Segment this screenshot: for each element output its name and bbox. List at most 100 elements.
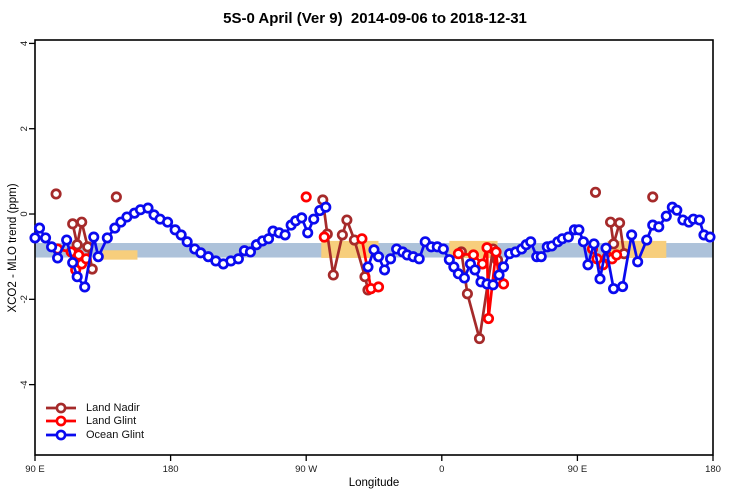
plot-frame [34,39,714,456]
ocean-glint-point [67,257,79,269]
ocean-glint-point [262,233,275,245]
land-nadir-line [609,220,626,256]
land-glint-point [372,281,385,293]
legend: Land Nadir Land Glint Ocean Glint [44,401,144,442]
land-nadir-line [321,198,370,292]
land-nadir-point [461,288,473,300]
ocean-glint-point [600,242,612,254]
ocean-glint-point [525,236,537,248]
land-nadir-marker-icon [46,402,76,414]
ocean-glint-point [562,231,574,243]
ocean-glint-point [641,234,653,246]
y-tick-label: 4 [19,41,30,46]
land-nadir-point [614,217,626,229]
land-glint-point [611,249,623,261]
x-tick-label: 180 [705,464,721,475]
y-tick-label: 0 [19,211,30,216]
land-glint-point [318,231,330,243]
chart-title: 5S-0 April (Ver 9) 2014-09-06 to 2018-12… [223,10,527,27]
ocean-glint-point [535,251,547,263]
ocean-glint-point [181,236,193,248]
land-glint-point [452,248,464,260]
y-tick-label: -4 [19,380,30,388]
ocean-glint-point [33,222,46,234]
ocean-glint-point [493,269,505,281]
ocean-glint-point [458,272,470,284]
ocean-glint-point [175,229,187,241]
land-nadir-point [341,214,353,226]
ocean-glint-point [573,224,585,236]
ocean-glint-point [704,231,716,243]
ocean-glint-marker-icon [46,429,76,441]
ocean-glint-point [660,210,672,222]
legend-item-land-glint: Land Glint [44,415,144,429]
ocean-glint-point [79,281,91,293]
ocean-glint-point [302,227,314,239]
land-glint-marker-icon [46,415,76,427]
ocean-glint-point [88,231,100,243]
ocean-glint-point [296,212,308,224]
ocean-glint-point [101,232,113,244]
ocean-glint-point [413,253,425,265]
land-nadir-point [336,229,348,241]
ocean-glint-point [693,214,705,226]
ocean-glint-point [626,229,638,241]
land-glint-point [356,233,368,245]
ocean-glint-point [29,232,41,244]
ocean-glint-point [617,280,629,293]
land-nadir-point [50,188,62,200]
ocean-glint-point [61,234,73,246]
legend-label: Ocean Glint [86,428,145,441]
legend-item-ocean-glint: Ocean Glint [44,428,144,442]
ocean-glint-point [39,232,52,244]
ocean-glint-point [232,253,244,265]
land-nadir-point [71,239,83,251]
ocean-glint-point [608,283,620,295]
land-nadir-point [67,218,79,230]
ocean-glint-point [385,253,397,265]
ocean-glint-point [594,273,606,285]
x-tick-label: 90 W [295,464,317,475]
land-nadir-point [473,333,486,345]
ocean-glint-point [46,241,58,253]
land-glint-point [481,242,493,254]
land-glint-point [490,246,502,258]
y-tick-label: -2 [19,295,30,303]
land-nadir-point [604,216,617,228]
land-glint-point [476,258,489,270]
ocean-glint-point [671,204,683,216]
ocean-glint-point [320,201,332,213]
ocean-glint-point [279,229,291,241]
ocean-glint-point [92,251,104,263]
y-tick-label: 2 [19,126,30,131]
ocean-glint-point [469,264,481,276]
land-glint-point [300,191,312,203]
land-glint-point [482,312,495,325]
ocean-glint-point [588,238,600,250]
legend-label: Land Nadir [86,401,140,414]
ocean-glint-point [52,252,64,264]
land-nadir-point [327,269,339,281]
land-nadir-point [589,186,602,198]
legend-item-land-nadir: Land Nadir [44,401,144,415]
ocean-glint-point [487,279,499,291]
ocean-glint-point [244,246,257,258]
x-axis-label: Longitude [348,477,400,489]
ocean-glint-point [582,259,594,271]
ocean-glint-point [362,261,374,273]
land-nadir-point [110,191,122,203]
y-axis-label: XCO2 - MLO trend (ppm) [7,183,19,313]
ocean-glint-point [632,256,644,268]
land-nadir-point [76,216,88,228]
land-glint-point [467,249,479,261]
ocean-glint-point [437,243,449,255]
ocean-glint-point [308,213,320,225]
land-nadir-point [647,191,659,203]
land-reference-band [102,250,138,260]
ocean-glint-point [653,221,665,233]
ocean-glint-point [372,251,385,263]
ocean-glint-point [378,264,391,276]
ocean-glint-point [142,202,154,214]
